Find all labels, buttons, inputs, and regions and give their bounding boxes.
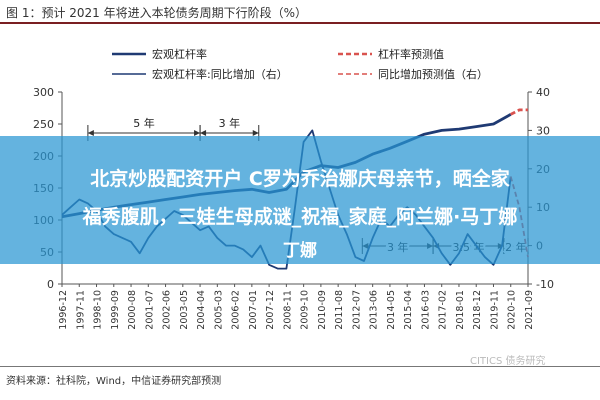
x-tick-label: 2020-10 — [507, 290, 518, 330]
x-tick-label: 2014-05 — [386, 290, 397, 330]
x-tick-label: 1998-10 — [93, 290, 104, 330]
x-tick-label: 1996-12 — [58, 290, 69, 330]
x-tick-label: 2010-09 — [317, 290, 328, 330]
news-overlay-banner — [0, 136, 600, 264]
y-right-tick-label: -10 — [536, 278, 554, 291]
x-tick-label: 2001-07 — [144, 290, 155, 330]
x-tick-label: 2018-12 — [472, 290, 483, 330]
overlay-text-line-3: 丁娜 — [283, 241, 317, 261]
x-tick-label: 2007-12 — [265, 290, 276, 330]
x-tick-label: 2000-08 — [127, 290, 138, 330]
x-tick-label: 2017-02 — [438, 290, 449, 330]
x-tick-label: 2011-08 — [334, 290, 345, 330]
x-tick-label: 2016-03 — [420, 290, 431, 330]
x-tick-label: 2005-03 — [213, 290, 224, 330]
x-tick-label: 2012-07 — [351, 290, 362, 330]
x-tick-label: 2013-06 — [369, 290, 380, 330]
x-tick-label: 2008-11 — [282, 290, 293, 330]
cycle-arrowhead-right — [194, 130, 201, 136]
y-left-tick-label: 300 — [33, 86, 54, 99]
legend-label: 杠杆率预测值 — [378, 47, 444, 61]
header-rule — [0, 22, 600, 24]
x-tick-label: 2003-05 — [179, 290, 190, 330]
leverage-forecast-line — [510, 108, 528, 116]
cycle-label: 5 年 — [133, 116, 155, 130]
x-tick-label: 1999-09 — [110, 290, 121, 330]
legend-label: 宏观杠杆率:同比增加（右） — [152, 67, 288, 81]
x-tick-label: 1997-11 — [75, 290, 86, 330]
figure-header: 图 1：预计 2021 年将进入本轮债务周期下行阶段（%） — [0, 0, 600, 24]
cycle-arrowhead-right — [252, 130, 259, 136]
x-tick-label: 2006-02 — [231, 290, 242, 330]
x-tick-label: 2009-10 — [300, 290, 311, 330]
x-tick-label: 2007-01 — [248, 290, 259, 330]
legend-label: 宏观杠杆率 — [152, 47, 207, 61]
watermark: CITICS 债务研究 — [470, 356, 546, 367]
cycle-arrowhead-left — [87, 130, 94, 136]
y-right-tick-label: 40 — [536, 86, 550, 99]
source-note: 资料来源：社科院，Wind，中信证券研究部预测 — [6, 376, 222, 387]
y-left-tick-label: 250 — [33, 118, 54, 131]
legend-label: 同比增加预测值（右） — [378, 67, 488, 81]
footer-rule — [0, 366, 600, 367]
x-tick-label: 2019-11 — [489, 290, 500, 330]
cycle-arrowhead-left — [200, 130, 207, 136]
x-tick-label: 2018-01 — [455, 290, 466, 330]
cycle-label: 3 年 — [219, 116, 241, 130]
overlay-text-line-1: 北京炒股配资开户 C罗为乔治娜庆母亲节，晒全家 — [90, 168, 510, 190]
x-tick-label: 2021-09 — [524, 290, 535, 330]
x-tick-label: 2015-04 — [403, 290, 414, 330]
y-right-tick-label: 30 — [536, 124, 550, 137]
x-tick-label: 2002-06 — [162, 290, 173, 330]
x-tick-label: 2004-04 — [196, 290, 207, 330]
figure-title: 图 1：预计 2021 年将进入本轮债务周期下行阶段（%） — [6, 6, 308, 20]
overlay-text-line-2: 福秀腹肌，三娃生母成谜_祝福_家庭_阿兰娜·马丁娜 — [82, 206, 518, 228]
y-left-tick-label: 0 — [47, 278, 54, 291]
